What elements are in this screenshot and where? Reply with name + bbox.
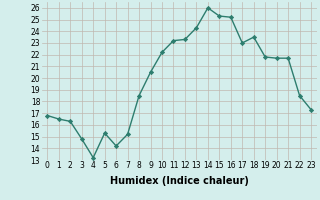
X-axis label: Humidex (Indice chaleur): Humidex (Indice chaleur) xyxy=(110,176,249,186)
